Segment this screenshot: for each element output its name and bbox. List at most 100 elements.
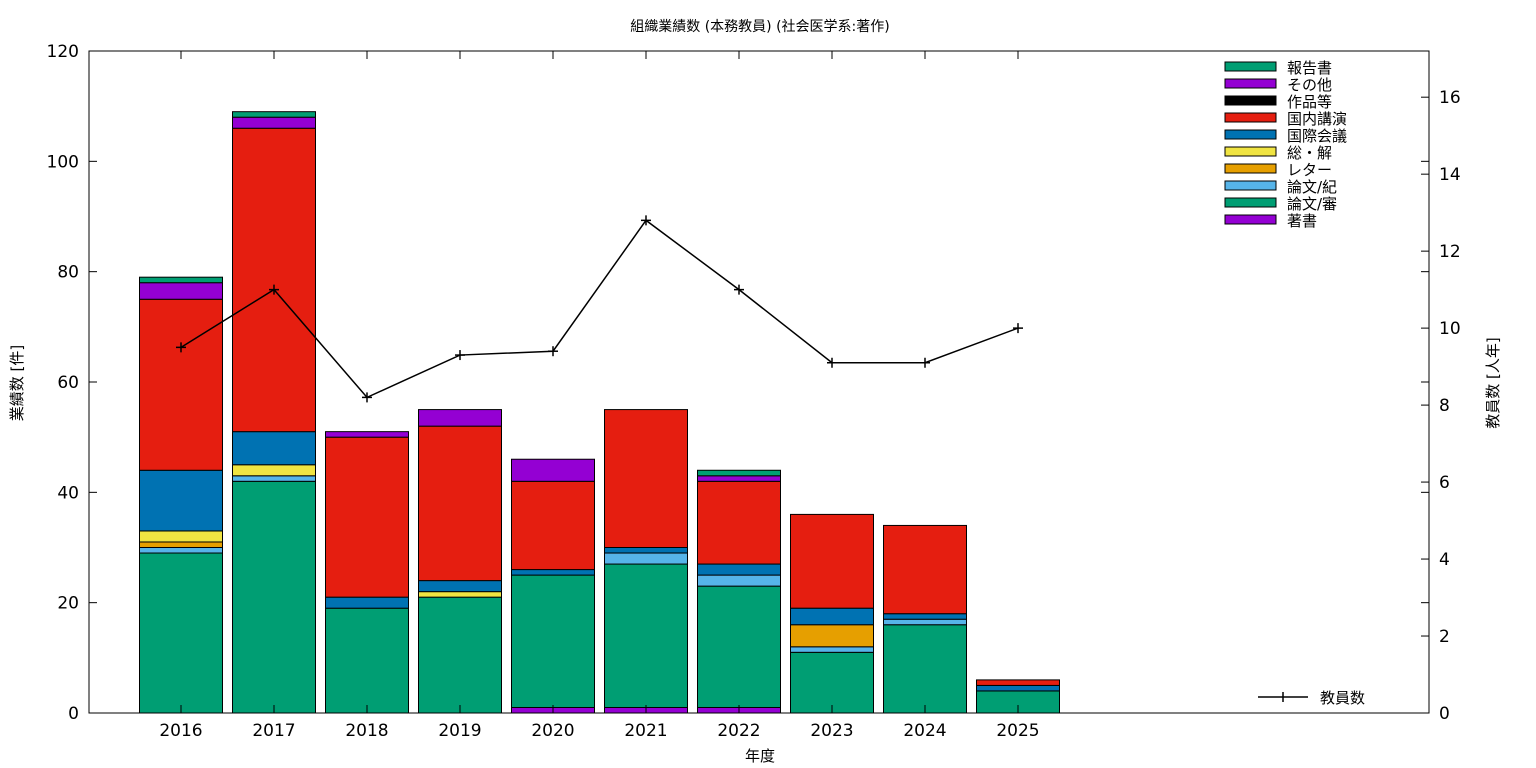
bar-segment: [883, 613, 967, 620]
bar-segment: [604, 552, 688, 565]
line-point-marker: [362, 392, 372, 403]
y2-tick-label: 2: [1439, 627, 1450, 647]
line-point-marker: [1013, 323, 1023, 334]
legend-swatch: [1224, 112, 1277, 123]
y2-tick-label: 8: [1439, 396, 1450, 416]
bar-segment: [697, 469, 781, 477]
legend-label: 論文/審: [1287, 195, 1337, 213]
bar-segment: [790, 624, 874, 648]
bar-segment: [232, 475, 316, 482]
legend-swatch: [1224, 180, 1277, 191]
line-point-marker: [548, 346, 558, 357]
legend-label: 国際会議: [1287, 127, 1347, 145]
y-tick-label: 60: [57, 373, 79, 393]
bar-segment: [325, 596, 409, 609]
bar-segment: [418, 591, 502, 598]
legend-label-teachers: 教員数: [1320, 689, 1365, 707]
bar-segment: [883, 524, 967, 615]
bar-segment: [511, 569, 595, 576]
legend-label: 総・解: [1287, 144, 1332, 162]
x-tick-label: 2020: [531, 721, 574, 741]
legend-swatch: [1224, 78, 1277, 89]
y2-tick-label: 6: [1439, 473, 1450, 493]
y-tick-label: 0: [68, 704, 79, 724]
x-axis-label: 年度: [745, 747, 775, 765]
line-series-teachers: [180, 219, 1019, 399]
bar-segment: [511, 480, 595, 571]
legend-label: レター: [1287, 161, 1332, 179]
bar-segment: [139, 552, 223, 714]
bar-segment: [790, 513, 874, 609]
legend-label: 著書: [1287, 212, 1317, 230]
bar-segment: [883, 618, 967, 626]
bar-segment: [232, 111, 316, 118]
bar-segment: [697, 585, 781, 708]
bar-segment: [418, 425, 502, 582]
bar-segment: [418, 409, 502, 427]
y2-tick-label: 10: [1439, 319, 1461, 339]
legend-label: 報告書: [1287, 59, 1332, 77]
legend-label: その他: [1287, 76, 1332, 94]
bar-segment: [511, 574, 595, 708]
x-tick-label: 2017: [252, 721, 295, 741]
bar-segment: [697, 563, 781, 576]
y-tick-label: 40: [57, 483, 79, 503]
y2-tick-label: 14: [1439, 165, 1461, 185]
bar-segment: [976, 679, 1060, 686]
bar-segment: [139, 282, 223, 300]
y-tick-label: 80: [57, 263, 79, 283]
bar-segment: [139, 276, 223, 284]
bar-segment: [790, 651, 874, 714]
y-tick-label: 20: [57, 594, 79, 614]
line-point-marker: [734, 284, 744, 295]
x-tick-label: 2019: [438, 721, 481, 741]
y-axis-label: 業績数 [件]: [8, 345, 26, 421]
legend-label: 国内講演: [1287, 110, 1347, 128]
bar-segment: [325, 431, 409, 438]
y2-tick-label: 12: [1439, 242, 1461, 262]
legend-swatch: [1224, 129, 1277, 140]
legend-swatch: [1224, 95, 1277, 106]
bar-segment: [139, 530, 223, 543]
x-tick-label: 2016: [159, 721, 202, 741]
bar-segment: [232, 464, 316, 477]
bar-segment: [790, 607, 874, 626]
bar-segment: [697, 574, 781, 587]
legend-label: 論文/紀: [1287, 178, 1337, 196]
bar-segment: [139, 469, 223, 532]
line-point-marker: [176, 342, 186, 353]
chart-title: 組織業績数 (本務教員) (社会医学系:著作): [630, 19, 889, 35]
legend-swatch: [1224, 61, 1277, 72]
x-tick-label: 2018: [345, 721, 388, 741]
y-tick-label: 120: [47, 42, 79, 62]
bar-segment: [325, 607, 409, 714]
x-tick-label: 2022: [717, 721, 760, 741]
bar-segment: [325, 436, 409, 598]
legend-swatch: [1224, 163, 1277, 174]
bar-segment: [139, 541, 223, 549]
bar-segment: [883, 624, 967, 714]
line-point-marker: [641, 215, 651, 226]
bar-segment: [232, 480, 316, 714]
y2-tick-label: 16: [1439, 88, 1461, 108]
legend-swatch: [1224, 197, 1277, 208]
line-point-marker: [827, 357, 837, 368]
legend-label: 作品等: [1287, 93, 1332, 111]
bar-segment: [418, 596, 502, 714]
bar-segment: [139, 298, 223, 471]
x-tick-label: 2025: [996, 721, 1039, 741]
line-point-marker: [455, 350, 465, 361]
bar-segment: [604, 547, 688, 554]
x-tick-label: 2021: [624, 721, 667, 741]
bar-segment: [697, 480, 781, 565]
y2-tick-label: 4: [1439, 550, 1450, 570]
y-tick-label: 100: [47, 152, 79, 172]
bar-segment: [976, 684, 1060, 692]
bar-segment: [790, 646, 874, 653]
plot-area: 0 20 40 60 80 100 120 0 2 4 6 8 10 12 14 16 2016 2017 2018…: [47, 42, 1461, 741]
y2-axis-label: 教員数 [人年]: [1484, 337, 1502, 428]
line-point-marker: [920, 357, 930, 368]
bar-segment: [604, 563, 688, 708]
legend-swatch: [1224, 214, 1277, 225]
